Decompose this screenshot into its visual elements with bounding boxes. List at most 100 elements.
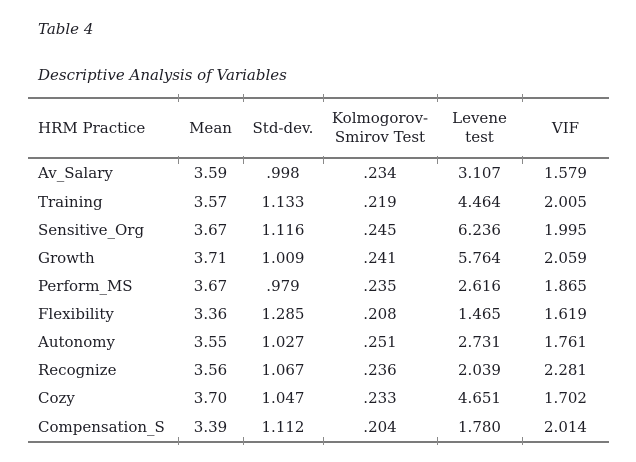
cell-practice: Av_Salary: [38, 164, 113, 183]
cell-practice: Compensation_S: [38, 417, 165, 436]
cell-mean: 3.56: [193, 361, 228, 380]
cell-ks-test: .208: [363, 304, 397, 323]
col-header-std-dev: Std-dev.: [243, 98, 323, 159]
cell-std-dev: .998: [266, 164, 300, 183]
col-header-mean: Mean: [178, 98, 243, 159]
cell-std-dev: 1.133: [261, 192, 305, 211]
cell-vif: 2.014: [544, 417, 587, 436]
descriptive-table-container: HRM Practice Mean Std-dev. Kolmogorov-Sm…: [28, 94, 609, 445]
cell-levene: 5.764: [458, 248, 501, 267]
cell-practice: Perform_MS: [38, 276, 133, 295]
table-row: Growth 3.71 1.009 .241 5.764 2.059: [28, 244, 609, 272]
cell-levene: 3.107: [458, 164, 501, 183]
cell-practice: Recognize: [38, 361, 117, 380]
column-divider-tick: [522, 94, 523, 102]
cell-ks-test: .241: [363, 248, 397, 267]
table-row: Perform_MS 3.67 .979 .235 2.616 1.865: [28, 272, 609, 300]
column-divider-tick: [323, 437, 324, 445]
column-divider-tick: [323, 156, 324, 164]
cell-std-dev: 1.067: [261, 361, 305, 380]
cell-std-dev: 1.047: [261, 389, 305, 408]
cell-ks-test: .245: [363, 220, 397, 239]
cell-levene: 6.236: [458, 220, 501, 239]
cell-std-dev: 1.116: [261, 220, 305, 239]
cell-vif: 2.005: [544, 192, 587, 211]
cell-levene: 4.651: [458, 389, 501, 408]
cell-vif: 1.761: [544, 333, 587, 352]
column-divider-tick: [243, 156, 244, 164]
column-divider-tick: [522, 437, 523, 445]
cell-std-dev: 1.112: [261, 417, 305, 436]
cell-std-dev: 1.027: [261, 333, 305, 352]
cell-vif: 2.281: [544, 361, 587, 380]
cell-mean: 3.55: [193, 333, 228, 352]
column-divider-tick: [178, 156, 179, 164]
table-row: Flexibility 3.36 1.285 .208 1.465 1.619: [28, 300, 609, 328]
cell-vif: 1.702: [544, 389, 587, 408]
cell-practice: Growth: [38, 248, 95, 267]
col-header-levene: Levene test: [437, 98, 522, 159]
table-header: HRM Practice Mean Std-dev. Kolmogorov-Sm…: [28, 98, 609, 159]
column-divider-tick: [522, 156, 523, 164]
table-row: Compensation_S 3.39 1.112 .204 1.780 2.0…: [28, 412, 609, 442]
table-row: Autonomy 3.55 1.027 .251 2.731 1.761: [28, 328, 609, 356]
cell-ks-test: .219: [363, 192, 397, 211]
column-divider-tick: [243, 94, 244, 102]
header-row: HRM Practice Mean Std-dev. Kolmogorov-Sm…: [28, 98, 609, 159]
cell-vif: 2.059: [544, 248, 587, 267]
cell-mean: 3.67: [193, 276, 228, 295]
cell-std-dev: .979: [266, 276, 300, 295]
cell-mean: 3.59: [193, 164, 228, 183]
cell-ks-test: .204: [363, 417, 397, 436]
cell-practice: Autonomy: [38, 333, 115, 352]
cell-levene: 4.464: [458, 192, 501, 211]
cell-ks-test: .234: [363, 164, 397, 183]
column-divider-tick: [437, 94, 438, 102]
table-body: Av_Salary 3.59 .998 .234 3.107 1.579 Tra…: [28, 158, 609, 442]
cell-levene: 2.731: [458, 333, 501, 352]
table-caption: Descriptive Analysis of Variables: [38, 66, 287, 84]
col-header-levene-label: Levene test: [452, 109, 507, 146]
table-row: Training 3.57 1.133 .219 4.464 2.005: [28, 188, 609, 216]
cell-levene: 1.780: [458, 417, 501, 436]
col-header-hrm-practice: HRM Practice: [28, 98, 178, 159]
cell-mean: 3.39: [193, 417, 228, 436]
cell-practice: Sensitive_Org: [38, 220, 145, 239]
cell-vif: 1.865: [544, 276, 587, 295]
cell-mean: 3.71: [193, 248, 228, 267]
cell-practice: Cozy: [38, 389, 75, 408]
col-header-vif: VIF: [522, 98, 609, 159]
col-header-kolmogorov-smirov: Kolmogorov-Smirov Test: [323, 98, 437, 159]
cell-practice: Training: [38, 192, 103, 211]
cell-vif: 1.995: [544, 220, 587, 239]
col-header-kolmogorov-smirov-label: Kolmogorov-Smirov Test: [331, 109, 429, 146]
column-divider-tick: [178, 437, 179, 445]
table-label: Table 4: [38, 20, 94, 38]
column-divider-tick: [437, 437, 438, 445]
column-divider-tick: [178, 94, 179, 102]
cell-mean: 3.70: [193, 389, 228, 408]
table-row: Recognize 3.56 1.067 .236 2.039 2.281: [28, 356, 609, 384]
table-row: Sensitive_Org 3.67 1.116 .245 6.236 1.99…: [28, 216, 609, 244]
column-divider-tick: [323, 94, 324, 102]
cell-mean: 3.57: [193, 192, 228, 211]
cell-levene: 1.465: [458, 304, 501, 323]
cell-ks-test: .251: [363, 333, 397, 352]
cell-levene: 2.039: [458, 361, 501, 380]
descriptive-analysis-table: HRM Practice Mean Std-dev. Kolmogorov-Sm…: [28, 97, 609, 443]
cell-levene: 2.616: [458, 276, 501, 295]
cell-std-dev: 1.009: [261, 248, 305, 267]
cell-ks-test: .235: [363, 276, 397, 295]
cell-std-dev: 1.285: [261, 304, 305, 323]
cell-vif: 1.579: [544, 164, 587, 183]
cell-mean: 3.67: [193, 220, 228, 239]
table-row: Av_Salary 3.59 .998 .234 3.107 1.579: [28, 158, 609, 188]
column-divider-tick: [243, 437, 244, 445]
cell-ks-test: .233: [363, 389, 397, 408]
column-divider-tick: [437, 156, 438, 164]
cell-vif: 1.619: [544, 304, 587, 323]
table-row: Cozy 3.70 1.047 .233 4.651 1.702: [28, 384, 609, 412]
cell-mean: 3.36: [193, 304, 228, 323]
cell-practice: Flexibility: [38, 304, 114, 323]
